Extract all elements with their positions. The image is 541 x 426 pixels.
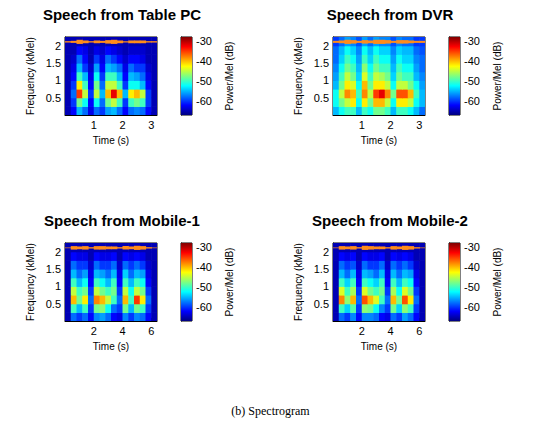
svg-text:-40: -40 bbox=[196, 55, 212, 67]
svg-text:Frequency (kMel): Frequency (kMel) bbox=[293, 37, 304, 115]
svg-text:-50: -50 bbox=[196, 75, 212, 87]
svg-text:3: 3 bbox=[148, 119, 154, 131]
svg-text:-30: -30 bbox=[464, 35, 480, 47]
svg-text:0.5: 0.5 bbox=[314, 298, 329, 310]
svg-text:-60: -60 bbox=[464, 301, 480, 313]
svg-text:1: 1 bbox=[55, 74, 61, 86]
svg-text:Time (s): Time (s) bbox=[361, 135, 397, 146]
svg-text:1.5: 1.5 bbox=[314, 263, 329, 275]
svg-text:2: 2 bbox=[119, 119, 125, 131]
svg-text:0.5: 0.5 bbox=[46, 298, 61, 310]
svg-text:Power/Mel (dB): Power/Mel (dB) bbox=[224, 248, 235, 317]
svg-text:-40: -40 bbox=[196, 261, 212, 273]
svg-text:4: 4 bbox=[387, 325, 393, 337]
svg-text:-60: -60 bbox=[196, 95, 212, 107]
svg-text:-50: -50 bbox=[196, 281, 212, 293]
svg-text:-30: -30 bbox=[196, 241, 212, 253]
svg-text:Time (s): Time (s) bbox=[93, 135, 129, 146]
svg-text:(b) Spectrogram: (b) Spectrogram bbox=[231, 404, 310, 418]
svg-text:-30: -30 bbox=[196, 35, 212, 47]
svg-text:6: 6 bbox=[148, 325, 154, 337]
svg-text:4: 4 bbox=[119, 325, 125, 337]
svg-text:-30: -30 bbox=[464, 241, 480, 253]
svg-text:1.5: 1.5 bbox=[314, 57, 329, 69]
svg-text:1.5: 1.5 bbox=[46, 263, 61, 275]
svg-text:1: 1 bbox=[323, 74, 329, 86]
svg-text:2: 2 bbox=[323, 246, 329, 258]
svg-text:Speech from Mobile-2: Speech from Mobile-2 bbox=[312, 212, 468, 229]
svg-text:0.5: 0.5 bbox=[46, 92, 61, 104]
svg-text:Speech from Table PC: Speech from Table PC bbox=[43, 6, 201, 23]
svg-text:3: 3 bbox=[416, 119, 422, 131]
svg-text:Power/Mel (dB): Power/Mel (dB) bbox=[492, 42, 503, 111]
svg-text:1: 1 bbox=[323, 280, 329, 292]
svg-text:1: 1 bbox=[91, 119, 97, 131]
svg-text:2: 2 bbox=[55, 246, 61, 258]
svg-text:2: 2 bbox=[323, 40, 329, 52]
svg-text:1: 1 bbox=[359, 119, 365, 131]
svg-text:2: 2 bbox=[55, 40, 61, 52]
svg-text:Frequency (kMel): Frequency (kMel) bbox=[25, 243, 36, 321]
svg-text:-50: -50 bbox=[464, 75, 480, 87]
svg-text:Speech from Mobile-1: Speech from Mobile-1 bbox=[44, 212, 200, 229]
svg-text:2: 2 bbox=[387, 119, 393, 131]
svg-text:Time (s): Time (s) bbox=[93, 341, 129, 352]
svg-text:Power/Mel (dB): Power/Mel (dB) bbox=[492, 248, 503, 317]
svg-text:1.5: 1.5 bbox=[46, 57, 61, 69]
svg-text:Time (s): Time (s) bbox=[361, 341, 397, 352]
svg-text:-50: -50 bbox=[464, 281, 480, 293]
svg-text:-60: -60 bbox=[196, 301, 212, 313]
svg-text:Speech from DVR: Speech from DVR bbox=[327, 6, 454, 23]
svg-text:2: 2 bbox=[359, 325, 365, 337]
svg-text:-40: -40 bbox=[464, 261, 480, 273]
svg-text:0.5: 0.5 bbox=[314, 92, 329, 104]
svg-text:Frequency (kMel): Frequency (kMel) bbox=[25, 37, 36, 115]
svg-text:Power/Mel (dB): Power/Mel (dB) bbox=[224, 42, 235, 111]
svg-text:Frequency (kMel): Frequency (kMel) bbox=[293, 243, 304, 321]
svg-text:-60: -60 bbox=[464, 95, 480, 107]
svg-text:-40: -40 bbox=[464, 55, 480, 67]
svg-text:6: 6 bbox=[416, 325, 422, 337]
svg-text:2: 2 bbox=[91, 325, 97, 337]
svg-text:1: 1 bbox=[55, 280, 61, 292]
